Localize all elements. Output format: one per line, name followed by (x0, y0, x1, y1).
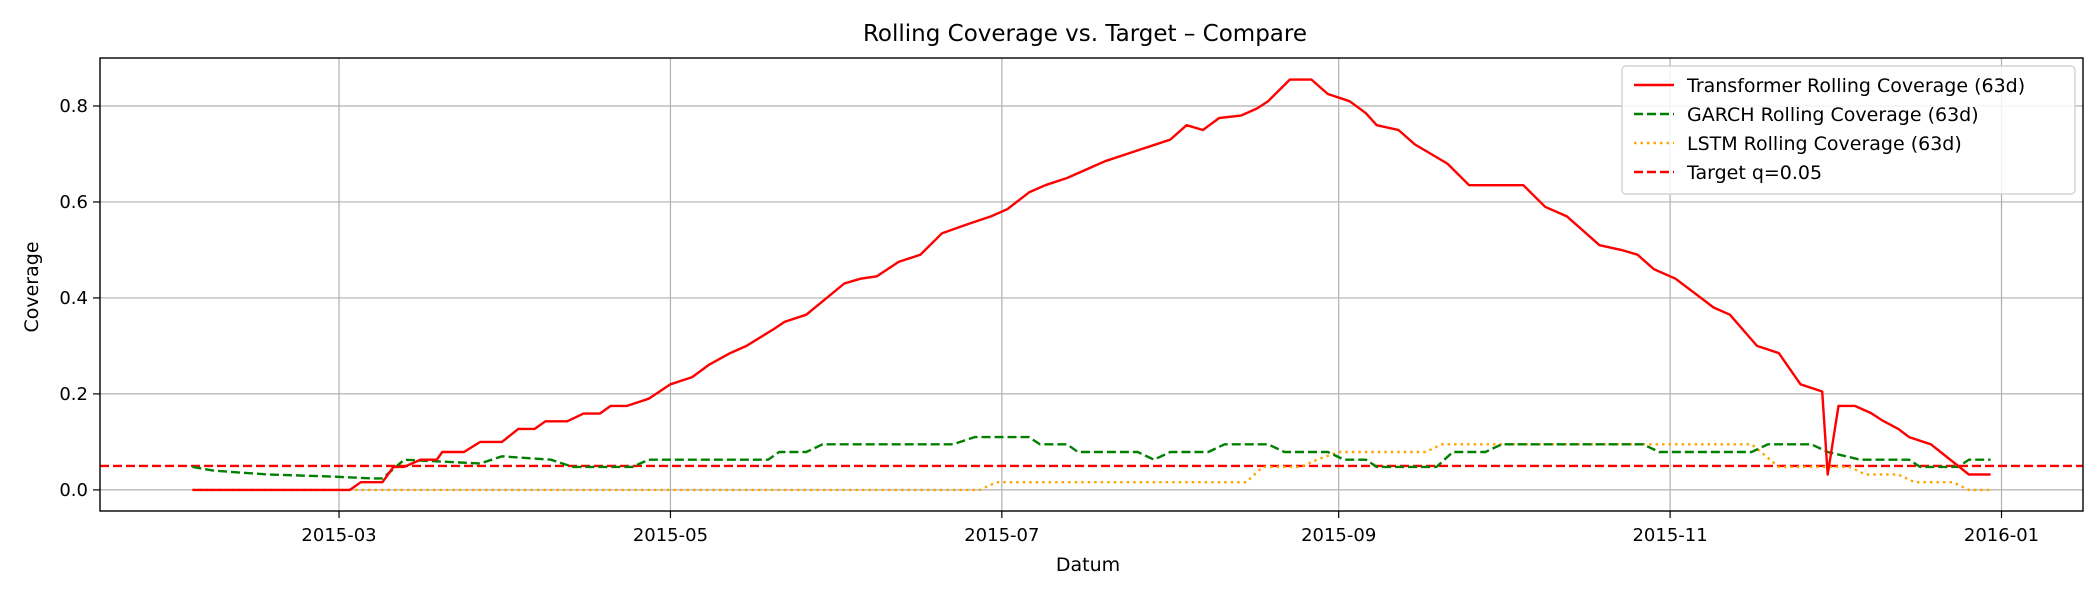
x-axis: 2015-03 2015-05 2015-07 2015-09 2015-11 2016-… (301, 511, 2039, 546)
garch-series-line (192, 435, 1991, 480)
x-tick-label: 2016-01 (1964, 525, 2039, 546)
y-tick-label: 0.4 (59, 288, 88, 309)
y-tick-label: 0.0 (59, 480, 88, 501)
chart-title: Rolling Coverage vs. Target – Compare (863, 21, 1307, 47)
legend-label-target: Target q=0.05 (1686, 162, 1822, 184)
x-tick-label: 2015-07 (964, 525, 1039, 546)
legend: Transformer Rolling Coverage (63d) GARCH … (1621, 65, 2076, 195)
x-tick-label: 2015-09 (1301, 525, 1376, 546)
y-axis-label: Coverage (21, 241, 43, 332)
x-axis-label: Datum (1056, 554, 1120, 576)
legend-box (1621, 65, 2076, 195)
legend-label-garch: GARCH Rolling Coverage (63d) (1687, 104, 1979, 126)
x-tick-label: 2015-05 (633, 525, 708, 546)
x-tick-label: 2015-11 (1632, 525, 1707, 546)
x-tick-label: 2015-03 (301, 525, 376, 546)
series-layer (192, 78, 1991, 492)
y-tick-label: 0.8 (59, 96, 88, 117)
y-axis: 0.0 0.2 0.4 0.6 0.8 (59, 96, 100, 501)
legend-label-lstm: LSTM Rolling Coverage (63d) (1687, 133, 1962, 155)
transformer-series-line (192, 78, 1991, 492)
plot-frame (99, 57, 2084, 512)
y-tick-label: 0.2 (59, 384, 88, 405)
lstm-series-line (192, 443, 1991, 492)
legend-label-transformer: Transformer Rolling Coverage (63d) (1686, 75, 2025, 97)
y-tick-label: 0.6 (59, 192, 88, 213)
